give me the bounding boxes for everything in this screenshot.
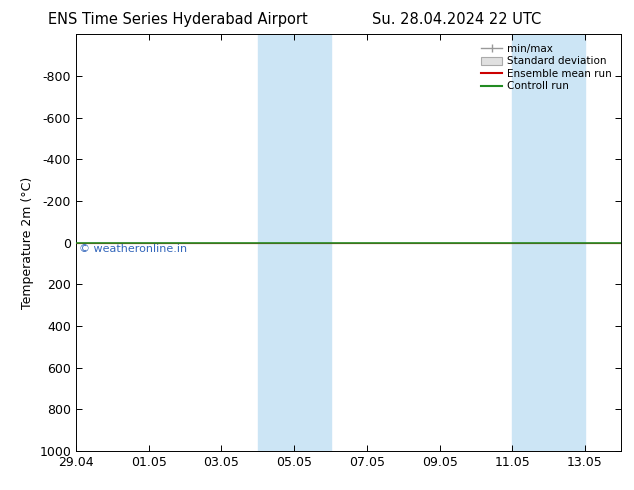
- Bar: [512, 34, 585, 451]
- Text: ENS Time Series Hyderabad Airport: ENS Time Series Hyderabad Airport: [48, 12, 307, 27]
- Y-axis label: Temperature 2m (°C): Temperature 2m (°C): [21, 176, 34, 309]
- Bar: [258, 34, 330, 451]
- Text: Su. 28.04.2024 22 UTC: Su. 28.04.2024 22 UTC: [372, 12, 541, 27]
- Legend: min/max, Standard deviation, Ensemble mean run, Controll run: min/max, Standard deviation, Ensemble me…: [477, 40, 616, 96]
- Text: © weatheronline.in: © weatheronline.in: [79, 244, 187, 254]
